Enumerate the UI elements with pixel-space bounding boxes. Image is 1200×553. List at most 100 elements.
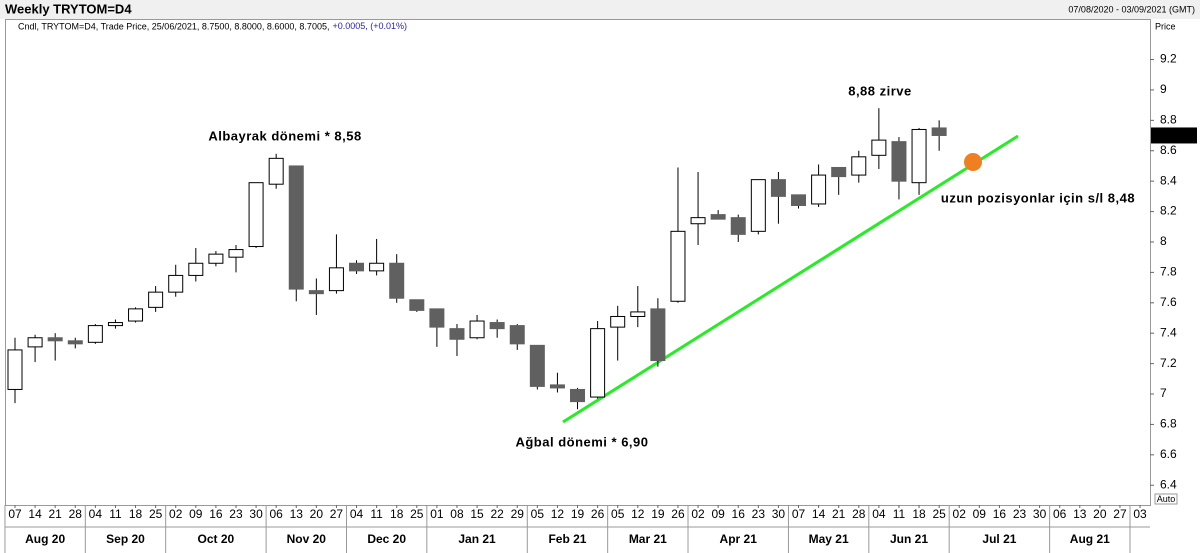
candle-body — [268, 157, 284, 185]
x-tick-label: 22 — [490, 507, 504, 521]
x-tick-label: 25 — [149, 507, 163, 521]
month-label: Nov 20 — [287, 532, 327, 546]
candle-body — [811, 174, 827, 205]
month-label: Jul 21 — [982, 532, 1016, 546]
x-tick-label: 07 — [8, 507, 22, 521]
candle-body — [911, 128, 927, 184]
month-label: Aug 20 — [25, 532, 65, 546]
x-tick-label: 04 — [350, 507, 364, 521]
month-label: Feb 21 — [548, 532, 586, 546]
x-tick-label: 18 — [129, 507, 143, 521]
x-tick-label: 02 — [169, 507, 183, 521]
auto-button[interactable] — [1154, 493, 1178, 505]
y-tick-label: 7.2 — [1160, 356, 1177, 370]
y-tick-label: 8 — [1160, 234, 1167, 248]
month-label: Jun 21 — [890, 532, 928, 546]
info-change: +0.0005, (+0.01%) — [332, 21, 407, 31]
candle-body — [87, 325, 103, 343]
candle-body — [891, 141, 907, 182]
x-tick-label: 16 — [209, 507, 223, 521]
x-tick-label: 23 — [752, 507, 766, 521]
month-label: Aug 21 — [1070, 532, 1110, 546]
x-tick-label: 07 — [792, 507, 806, 521]
y-tick-label: 8.8 — [1160, 113, 1177, 127]
y-tick-label: 6.6 — [1160, 447, 1177, 461]
auto-button-label[interactable]: Auto — [1157, 494, 1176, 504]
candle-body — [831, 166, 847, 178]
candle-body — [148, 291, 164, 308]
x-tick-label: 14 — [812, 507, 826, 521]
candle-body — [67, 340, 83, 345]
x-tick-label: 21 — [832, 507, 846, 521]
x-tick-label: 27 — [330, 507, 344, 521]
candle-body — [248, 182, 264, 248]
candle-body — [549, 384, 565, 389]
y-tick-label: 9.2 — [1160, 52, 1177, 66]
candle-body — [871, 139, 887, 156]
y-axis-label: Price — [1155, 21, 1176, 31]
x-tick-label: 11 — [370, 507, 383, 521]
candle-body — [27, 337, 43, 348]
x-tick-label: 02 — [691, 507, 705, 521]
x-tick-label: 12 — [631, 507, 645, 521]
annotation: Ağbal dönemi * 6,90 — [515, 434, 648, 449]
x-tick-label: 08 — [450, 507, 464, 521]
candle-body — [690, 217, 706, 225]
y-tick-label: 9 — [1160, 82, 1167, 96]
x-tick-label: 01 — [430, 507, 444, 521]
y-tick-label: 8.4 — [1160, 173, 1177, 187]
x-tick-label: 09 — [189, 507, 203, 521]
month-label: May 21 — [809, 532, 849, 546]
x-tick-label: 06 — [1053, 507, 1067, 521]
candle-body — [570, 388, 586, 403]
x-tick-label: 30 — [1033, 507, 1047, 521]
candle-body — [710, 214, 726, 220]
candle-body — [791, 194, 807, 206]
x-tick-label: 13 — [1073, 507, 1087, 521]
stop-loss-marker — [964, 153, 982, 171]
x-tick-label: 26 — [671, 507, 685, 521]
x-tick-label: 26 — [591, 507, 605, 521]
x-tick-label: 30 — [249, 507, 263, 521]
x-tick-label: 20 — [1093, 507, 1107, 521]
candle-body — [650, 308, 666, 362]
x-tick-label: 02 — [953, 507, 967, 521]
month-label: Jan 21 — [458, 532, 496, 546]
candle-body — [449, 328, 465, 340]
y-tick-label: 6.8 — [1160, 417, 1177, 431]
x-tick-label: 11 — [109, 507, 122, 521]
candle-body — [770, 179, 786, 197]
x-tick-label: 14 — [28, 507, 42, 521]
candle-body — [610, 315, 626, 328]
x-tick-label: 16 — [993, 507, 1007, 521]
x-tick-label: 03 — [1133, 507, 1147, 521]
candle-body — [409, 299, 425, 311]
candle-body — [469, 320, 485, 339]
x-tick-label: 09 — [711, 507, 725, 521]
x-tick-label: 04 — [872, 507, 886, 521]
x-tick-label: 11 — [893, 507, 906, 521]
x-tick-label: 05 — [531, 507, 545, 521]
candle-body — [208, 253, 224, 264]
candle-body — [349, 262, 365, 272]
candle-body — [47, 337, 63, 342]
candle-body — [308, 290, 324, 295]
candle-body — [509, 325, 525, 345]
x-tick-label: 29 — [511, 507, 525, 521]
x-tick-label: 25 — [410, 507, 424, 521]
candle-body — [931, 127, 947, 136]
month-label: Oct 20 — [198, 532, 235, 546]
x-tick-label: 19 — [571, 507, 585, 521]
y-tick-label: 8.2 — [1160, 204, 1177, 218]
x-tick-label: 21 — [49, 507, 63, 521]
y-tick-label: 7 — [1160, 386, 1167, 400]
y-tick-label: 7.6 — [1160, 295, 1177, 309]
y-tick-label: 7.4 — [1160, 325, 1177, 339]
x-tick-label: 28 — [852, 507, 866, 521]
x-tick-label: 06 — [269, 507, 283, 521]
x-tick-label: 23 — [1013, 507, 1027, 521]
x-tick-label: 27 — [1113, 507, 1127, 521]
candle-body — [489, 322, 505, 330]
